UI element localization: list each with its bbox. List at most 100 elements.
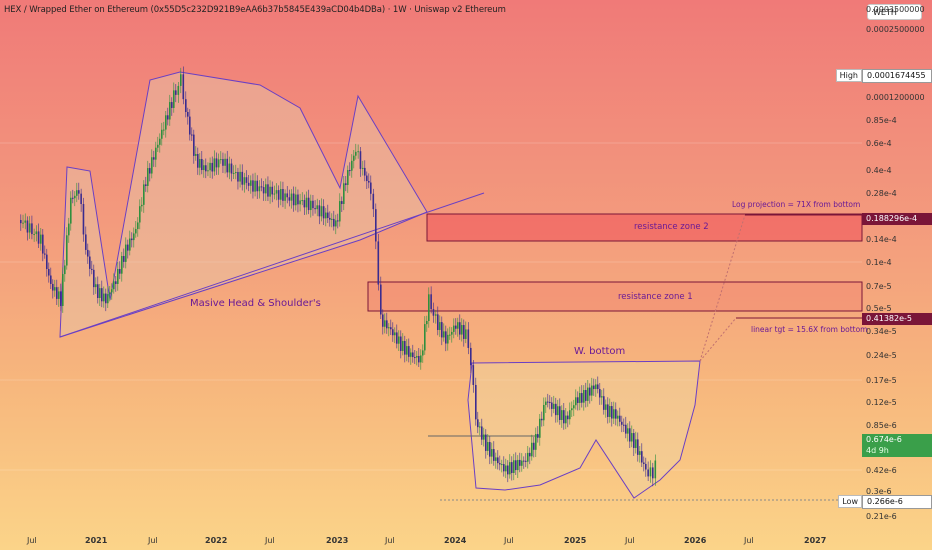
candle-body (357, 151, 359, 153)
candle-body (511, 462, 513, 473)
candle-body (131, 238, 133, 241)
candle-body (245, 177, 248, 183)
neckline[interactable] (59, 192, 485, 338)
candle-body (254, 180, 256, 192)
candle-body (339, 201, 341, 222)
candle-body (441, 322, 443, 338)
candle-body (265, 184, 267, 194)
w-bottom-pattern[interactable] (467, 360, 701, 499)
candle-body (455, 325, 457, 329)
candle-body (99, 288, 101, 298)
candle-body (85, 234, 87, 250)
candle-body (224, 158, 226, 166)
candle-body (89, 256, 91, 269)
candle-body (595, 384, 597, 390)
candle-body (537, 434, 539, 438)
candle-body (243, 177, 246, 185)
candle-body (377, 241, 380, 285)
candle-body (497, 457, 499, 464)
candle-body (575, 397, 577, 406)
candle-body (33, 234, 35, 236)
candle-body (169, 102, 171, 120)
candle-body (643, 462, 645, 464)
candle-body (551, 402, 553, 409)
candle-body (569, 410, 571, 420)
grid (0, 142, 862, 471)
annotation-resistance-1: resistance zone 1 (618, 292, 693, 302)
candle-body (151, 157, 153, 174)
candle-body (58, 291, 60, 299)
price-axis-label: 0.5e-5 (866, 304, 892, 313)
annotation-head-shoulders: Masive Head & Shoulder's (190, 298, 321, 309)
candle-body (52, 283, 54, 291)
resistance-zone-2[interactable] (426, 213, 863, 242)
candle-body (175, 90, 177, 95)
candle-body (177, 85, 180, 95)
candle-body (447, 334, 449, 344)
candle-body (303, 200, 306, 208)
candle-body (193, 134, 195, 156)
candle-body (457, 322, 459, 329)
time-axis-label: Jul (385, 536, 395, 545)
candle-body (297, 194, 299, 205)
candle-body (654, 460, 657, 479)
candle-body (453, 325, 455, 332)
candle-body (418, 355, 420, 363)
candle-body (416, 355, 418, 358)
candle-body (541, 418, 543, 421)
candle-body (487, 442, 489, 451)
candle-body (529, 452, 531, 457)
candle-body (517, 459, 519, 471)
candle-body (307, 197, 310, 211)
candle-body (191, 134, 193, 136)
time-axis-label: Jul (744, 536, 754, 545)
candle-body (284, 193, 286, 201)
candle-body (386, 320, 388, 329)
candle-body (310, 200, 312, 211)
price-tag-lower: 0.41382e-5 (862, 313, 932, 325)
candle-body (201, 158, 203, 171)
candle-body (50, 275, 52, 284)
candle-body (180, 74, 182, 86)
candle-body (167, 115, 169, 120)
candle-body (605, 404, 607, 410)
candle-body (70, 197, 72, 224)
candle-body (37, 231, 40, 244)
time-axis-label: 2026 (684, 536, 707, 545)
candle-body (314, 208, 316, 210)
resistance-zone-1[interactable] (367, 281, 863, 312)
candle-body (557, 406, 559, 416)
candle-body (145, 184, 147, 186)
candle-body (262, 187, 265, 194)
candle-body (22, 222, 24, 224)
candle-body (483, 434, 485, 440)
candle-body (617, 415, 619, 419)
candle-body (384, 320, 386, 327)
candle-body (325, 212, 327, 219)
candle-body (107, 294, 109, 304)
candle-body (439, 322, 441, 330)
candle-body (235, 172, 237, 174)
price-axis-label: 0.14e-4 (866, 235, 897, 244)
candle-body (97, 284, 99, 298)
time-axis-label: 2027 (804, 536, 827, 545)
price-axis-label: 0.42e-6 (866, 466, 897, 475)
candle-body (609, 406, 611, 417)
symbol-selector[interactable]: WETH (867, 4, 922, 20)
candle-body (481, 426, 483, 440)
candle-body (277, 190, 280, 200)
candle-body (621, 421, 623, 425)
candle-body (87, 249, 89, 257)
candle-body (250, 180, 252, 186)
candle-body (475, 384, 477, 420)
candle-body (252, 180, 254, 192)
candle-body (345, 183, 347, 185)
candle-body (513, 460, 515, 473)
candle-body (443, 331, 445, 338)
candlesticks[interactable] (20, 66, 657, 487)
candle-body (230, 163, 233, 174)
candle-body (639, 451, 641, 455)
candle-body (171, 102, 173, 108)
